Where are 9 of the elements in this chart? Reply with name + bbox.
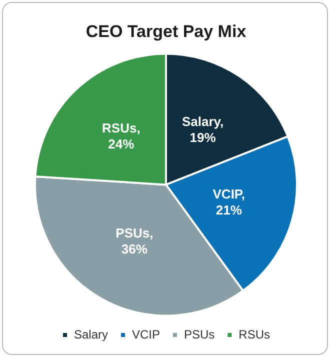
legend-label: Salary xyxy=(74,327,108,342)
data-label: PSUs, 36% xyxy=(116,226,154,257)
data-label: RSUs, 24% xyxy=(102,120,140,152)
legend-label: VCIP xyxy=(132,327,160,342)
legend-label: RSUs xyxy=(238,327,270,342)
data-label: VCIP, 21% xyxy=(212,186,246,218)
data-label: Salary, 19% xyxy=(182,114,224,146)
chart-title: CEO Target Pay Mix xyxy=(86,22,247,41)
legend-label: PSUs xyxy=(184,327,215,342)
